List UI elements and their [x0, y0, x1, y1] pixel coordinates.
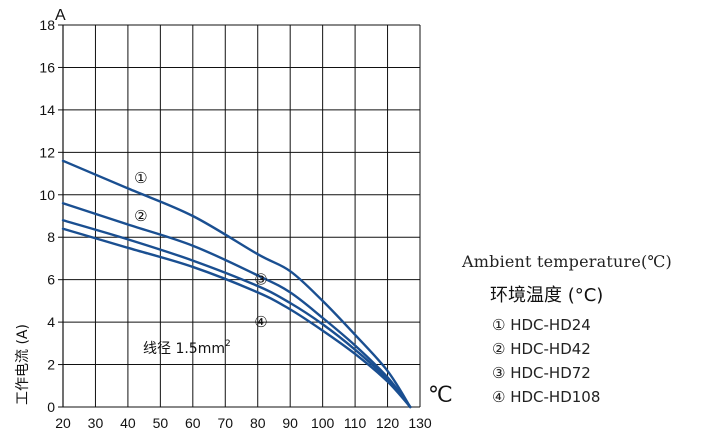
legend-list: ① HDC-HD24 ② HDC-HD42 ③ HDC-HD72 ④ HDC-H…	[492, 313, 702, 409]
x-tick-label: 30	[88, 415, 104, 431]
y-axis-title: 工作电流 (A)	[15, 324, 31, 405]
series-line-4	[61, 227, 412, 409]
x-tick-label: 50	[153, 415, 169, 431]
y-tick-label: 8	[47, 229, 55, 245]
legend-title-en: Ambient temperature(℃)	[462, 252, 672, 271]
legend-item-hd108: ④ HDC-HD108	[492, 388, 601, 406]
series-line-2	[61, 202, 412, 409]
y-tick-label: 0	[47, 399, 55, 415]
annotation-text: 线径 1.5mm	[143, 341, 225, 357]
grid	[62, 24, 421, 408]
x-tick-label: 130	[408, 415, 432, 431]
tick-labels: 20 30 40 50 60 70 80 90 100 110 120 130 0 2 4 6 8 10 12 14 1…	[39, 17, 431, 431]
axes	[58, 24, 64, 408]
series-label-2: ②	[134, 207, 147, 225]
x-tick-label: 20	[55, 415, 71, 431]
legend-item-hd42: ② HDC-HD42	[492, 340, 591, 358]
y-tick-label: 10	[39, 187, 55, 203]
series-label-1: ①	[134, 169, 147, 187]
series-line-1	[61, 159, 412, 409]
series-labels: ① ② ③ ④	[134, 169, 268, 331]
legend-item-hd72: ③ HDC-HD72	[492, 364, 591, 382]
series-lines	[61, 159, 412, 409]
series-label-3: ③	[254, 271, 267, 289]
x-tick-label: 80	[250, 415, 266, 431]
x-tick-label: 40	[120, 415, 136, 431]
y-unit-label: A	[55, 7, 66, 24]
legend: Ambient temperature(℃) 环境温度 (°C) ① HDC-H…	[462, 252, 702, 409]
wire-gauge-annotation: 线径 1.5mm2	[143, 339, 231, 357]
x-tick-label: 90	[282, 415, 298, 431]
y-tick-label: 12	[39, 144, 55, 160]
y-tick-label: 4	[47, 314, 55, 330]
legend-item-hd24: ① HDC-HD24	[492, 316, 591, 334]
series-label-4: ④	[254, 313, 267, 331]
legend-title-cn: 环境温度 (°C)	[490, 285, 604, 306]
x-tick-label: 100	[311, 415, 335, 431]
y-tick-label: 6	[47, 272, 55, 288]
y-tick-label: 18	[39, 17, 55, 33]
x-tick-label: 60	[185, 415, 201, 431]
y-tick-label: 2	[47, 357, 55, 373]
x-unit-label: ℃	[428, 382, 453, 407]
x-tick-label: 70	[217, 415, 233, 431]
y-tick-label: 16	[39, 59, 55, 75]
series-line-3	[61, 219, 412, 409]
x-tick-label: 120	[376, 415, 400, 431]
y-tick-label: 14	[39, 102, 55, 118]
annotation-superscript: 2	[225, 339, 231, 349]
x-tick-label: 110	[344, 415, 367, 431]
